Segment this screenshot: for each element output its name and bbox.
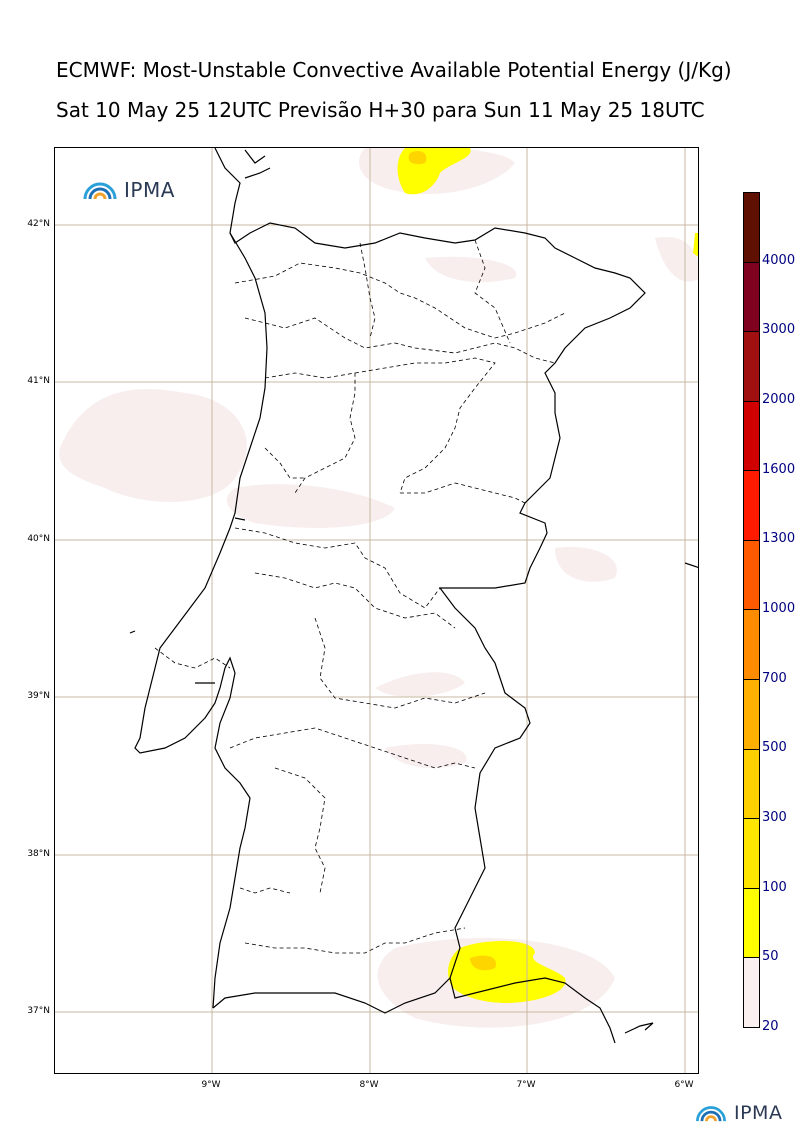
border-line: [214, 148, 646, 1044]
colorbar-level-label: 3000: [762, 322, 796, 338]
district-line: [354, 357, 496, 494]
shade-area: [375, 672, 465, 698]
coast-line: [624, 1022, 654, 1034]
lon-label: 6°W: [674, 1080, 694, 1090]
shade-area: [226, 484, 395, 528]
yellow-area: [693, 233, 698, 257]
colorbar-segment: [744, 540, 759, 611]
colorbar-segment: [744, 749, 759, 820]
coast-line: [212, 977, 451, 1014]
coast-line: [134, 232, 268, 1009]
rainbow-icon: [83, 182, 117, 200]
district-line: [234, 262, 566, 339]
colorbar-level-label: 20: [762, 1019, 779, 1034]
district-line: [264, 447, 305, 479]
rainbow-icon: [696, 1106, 726, 1122]
logo-text: IPMA: [124, 178, 175, 202]
colorbar-segment: [744, 471, 759, 541]
graticule: [55, 148, 698, 1073]
lat-label: 40°N: [27, 534, 50, 544]
district-line: [229, 727, 476, 769]
colorbar-segment: [744, 332, 759, 402]
district-line: [400, 482, 526, 504]
footer-ipma-logo: IPMA: [694, 1102, 782, 1124]
lon-label: 8°W: [359, 1080, 379, 1090]
district-line: [274, 767, 326, 894]
colorbar-segment: [744, 958, 759, 1027]
district-line: [264, 372, 356, 494]
colorbar-segment: [744, 610, 759, 681]
shade-area: [655, 237, 698, 282]
colorbar-segment: [744, 401, 759, 472]
lat-label: 41°N: [27, 376, 50, 386]
colorbar-level-label: 1600: [762, 461, 796, 477]
colorbar-segment: [744, 262, 759, 333]
coast-line: [244, 149, 271, 179]
map-panel: [54, 147, 699, 1074]
colorbar-level-label: 1000: [762, 601, 796, 616]
lon-label: 9°W: [201, 1080, 221, 1090]
colorbar-level-label: 4000: [762, 252, 796, 268]
district-line: [234, 527, 441, 609]
colorbar-segment: [744, 888, 759, 959]
shade-area: [59, 388, 247, 502]
district-line: [474, 239, 511, 344]
colorbar-level-label: 1300: [762, 531, 796, 547]
coast-line: [129, 517, 246, 684]
colorbar-segment: [744, 819, 759, 889]
district-boundaries: [154, 239, 566, 954]
shade-area: [555, 547, 617, 582]
lat-label: 37°N: [27, 1006, 50, 1016]
district-line: [239, 887, 291, 894]
colorbar-level-label: 2000: [762, 392, 796, 407]
colorbar-level-label: 700: [762, 670, 787, 686]
colorbar-level-label: 50: [762, 949, 779, 965]
gold-area: [470, 955, 496, 971]
lat-label: 39°N: [27, 691, 50, 701]
shade-area: [385, 743, 467, 768]
chart-title: ECMWF: Most-Unstable Convective Availabl…: [56, 58, 732, 82]
district-line: [359, 242, 376, 339]
lat-label: 38°N: [27, 849, 50, 859]
gold-area: [408, 151, 427, 165]
district-line: [244, 317, 556, 364]
colorbar-segment: [744, 680, 759, 750]
ipma-logo: IPMA: [82, 178, 175, 202]
district-line: [154, 647, 231, 669]
coast-line: [684, 562, 698, 568]
lat-label: 42°N: [27, 219, 50, 229]
district-line: [254, 572, 456, 629]
cape-light-shading: [59, 148, 698, 1028]
coastline: [129, 148, 698, 1044]
lon-label: 7°W: [516, 1080, 536, 1090]
colorbar-level-label: 500: [762, 740, 787, 756]
cape-yellow-shading: [397, 148, 698, 1003]
chart-subtitle: Sat 10 May 25 12UTC Previsão H+30 para S…: [56, 98, 705, 122]
shade-area: [425, 256, 517, 283]
map-svg: [55, 148, 698, 1073]
colorbar: [743, 192, 760, 1028]
colorbar-level-label: 300: [762, 810, 787, 825]
district-line: [314, 617, 486, 709]
colorbar-level-label: 100: [762, 879, 787, 895]
district-line: [244, 927, 466, 954]
colorbar-segment: [744, 193, 759, 263]
footer-logo-text: IPMA: [734, 1102, 783, 1124]
